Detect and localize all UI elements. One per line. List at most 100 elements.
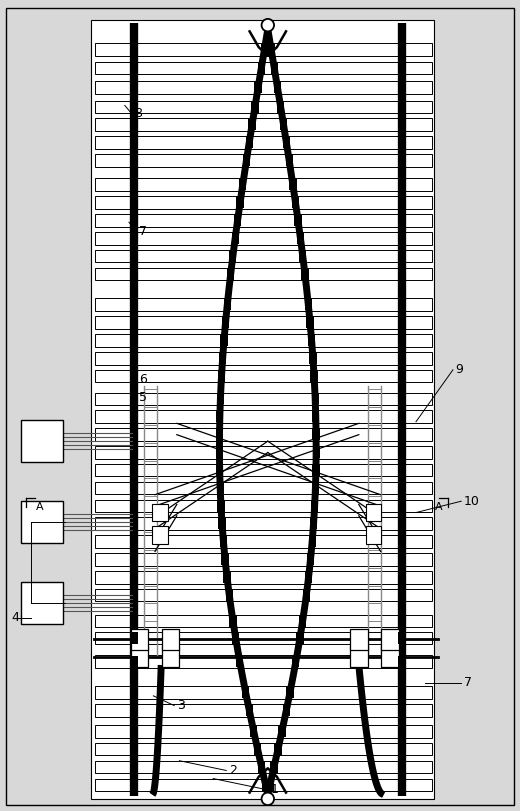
Text: 7: 7	[464, 676, 472, 689]
Bar	[232, 633, 239, 644]
Bar	[95, 43, 432, 55]
Bar	[222, 317, 229, 328]
Bar	[245, 137, 253, 148]
Bar	[131, 629, 148, 650]
Bar	[131, 353, 138, 364]
Bar	[95, 268, 432, 280]
Bar	[398, 197, 406, 208]
Bar	[95, 704, 432, 717]
Bar	[237, 197, 244, 208]
Bar	[95, 482, 432, 494]
Bar	[398, 137, 406, 148]
Bar	[95, 214, 432, 227]
Bar	[162, 646, 179, 667]
Bar	[95, 136, 432, 149]
Text: 4: 4	[11, 611, 19, 624]
Bar	[289, 179, 296, 191]
Bar	[292, 197, 299, 208]
Bar	[217, 500, 225, 512]
Bar	[95, 500, 432, 513]
Bar	[242, 687, 249, 698]
Text: 7: 7	[139, 225, 147, 238]
Bar	[21, 420, 63, 462]
Bar	[131, 744, 138, 755]
Bar	[131, 483, 138, 494]
Bar	[398, 590, 406, 601]
Bar	[261, 44, 268, 55]
Bar	[131, 646, 148, 667]
Bar	[398, 119, 406, 131]
Bar	[95, 81, 432, 94]
Bar	[95, 743, 432, 756]
Bar	[270, 762, 278, 773]
Bar	[226, 590, 233, 601]
Bar	[274, 82, 281, 93]
Bar	[398, 268, 406, 280]
Bar	[398, 233, 406, 244]
Bar	[280, 119, 287, 131]
Bar	[131, 393, 138, 405]
Text: A: A	[435, 502, 443, 512]
Bar	[308, 536, 316, 547]
Bar	[258, 762, 265, 773]
Bar	[91, 20, 434, 799]
Bar	[95, 62, 432, 75]
Bar	[131, 705, 138, 716]
Bar	[222, 554, 229, 565]
Bar	[131, 518, 138, 530]
Bar	[305, 572, 312, 583]
Bar	[398, 353, 406, 364]
Bar	[131, 62, 138, 74]
Bar	[95, 154, 432, 167]
Bar	[95, 250, 432, 263]
Bar	[131, 371, 138, 382]
Bar	[216, 483, 224, 494]
Bar	[292, 656, 300, 667]
Bar	[227, 268, 235, 280]
Text: A: A	[36, 502, 43, 512]
Bar	[398, 335, 406, 346]
Bar	[152, 526, 168, 544]
Bar	[95, 334, 432, 347]
Bar	[220, 536, 227, 547]
Bar	[294, 215, 302, 226]
Bar	[299, 616, 306, 627]
Bar	[398, 44, 406, 55]
Bar	[398, 518, 406, 530]
Bar	[21, 582, 63, 624]
Bar	[305, 299, 312, 311]
Bar	[267, 44, 275, 55]
Bar	[266, 779, 274, 791]
Bar	[95, 101, 432, 113]
Bar	[283, 705, 290, 716]
Bar	[95, 196, 432, 208]
Bar	[95, 118, 432, 131]
Bar	[398, 656, 406, 667]
Text: 10: 10	[464, 495, 480, 508]
Bar	[231, 233, 239, 244]
Bar	[131, 215, 138, 226]
Bar	[313, 465, 320, 476]
Bar	[398, 616, 406, 627]
Bar	[162, 629, 179, 650]
Bar	[131, 233, 138, 244]
Bar	[311, 500, 318, 512]
Bar	[398, 465, 406, 476]
Text: 5: 5	[139, 391, 147, 404]
Bar	[95, 761, 432, 774]
Bar	[131, 299, 138, 311]
Bar	[398, 536, 406, 547]
Bar	[398, 371, 406, 382]
Bar	[307, 554, 314, 565]
Bar	[398, 393, 406, 405]
Bar	[218, 518, 226, 530]
Bar	[95, 779, 432, 792]
Bar	[216, 411, 224, 423]
Bar	[287, 687, 294, 698]
Bar	[398, 215, 406, 226]
Bar	[250, 726, 257, 737]
Bar	[285, 155, 293, 166]
Bar	[398, 82, 406, 93]
Bar	[398, 779, 406, 791]
Text: 8: 8	[134, 107, 142, 120]
